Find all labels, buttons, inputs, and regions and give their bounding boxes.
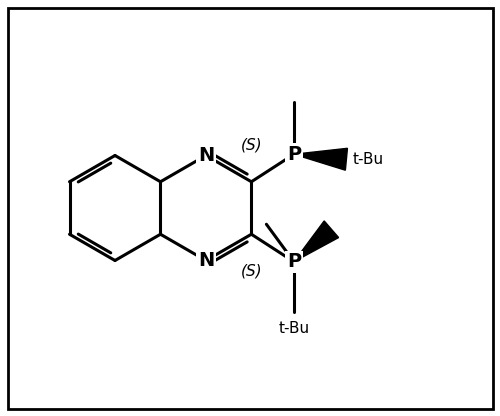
Text: t-Bu: t-Bu	[278, 321, 310, 336]
Text: P: P	[287, 145, 301, 164]
Text: P: P	[287, 252, 301, 271]
Text: (S): (S)	[240, 263, 262, 278]
Text: N: N	[198, 251, 214, 270]
Text: (S): (S)	[240, 138, 262, 153]
Text: t-Bu: t-Bu	[352, 152, 384, 167]
Polygon shape	[294, 221, 339, 262]
Polygon shape	[294, 148, 348, 170]
Text: N: N	[198, 146, 214, 165]
